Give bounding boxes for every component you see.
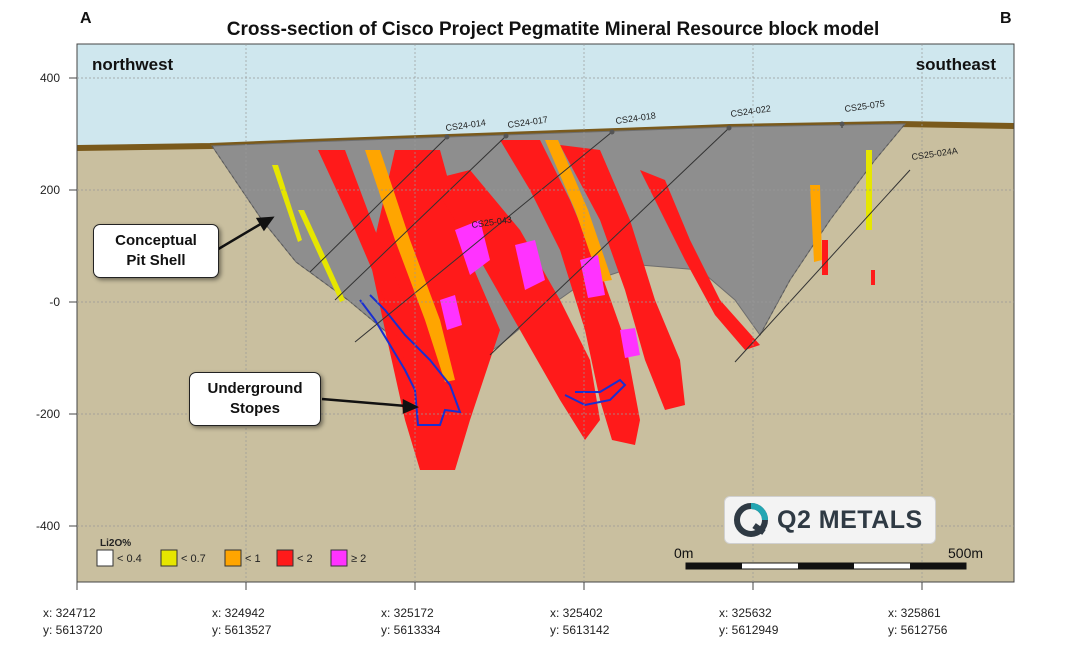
section-end-a: A — [80, 10, 92, 27]
coordinate-y-label: y: 5612756 — [888, 623, 948, 637]
elevation-axis: 400 200 -0 -200 -400 — [36, 71, 60, 533]
resource-blocks — [272, 140, 875, 470]
high-grade-zone — [620, 328, 640, 358]
legend-swatch — [224, 549, 242, 567]
logo-text: Q2 METALS — [777, 505, 923, 534]
high-grade-zone — [440, 295, 462, 330]
elevation-tick-label: 200 — [40, 183, 60, 197]
coordinate-y-label: y: 5613142 — [550, 623, 610, 637]
page-title: Cross-section of Cisco Project Pegmatite… — [227, 19, 880, 40]
elevation-tick-label: 400 — [40, 71, 60, 85]
legend-label: < 0.4 — [117, 553, 142, 565]
coordinate-y-label: y: 5613720 — [43, 623, 103, 637]
legend-title: Li2O% — [100, 538, 131, 549]
coordinate-tick-marks — [76, 582, 923, 590]
pegmatite-lens — [871, 270, 875, 285]
pegmatite-lens — [810, 185, 822, 262]
callout-arrows — [209, 216, 420, 414]
high-grade-zone — [580, 255, 605, 298]
pegmatite-lens — [318, 150, 420, 362]
section-end-b: B — [1000, 10, 1012, 27]
direction-northwest: northwest — [92, 55, 174, 74]
high-grade-zone — [455, 220, 490, 275]
scale-bar-end: 500m — [948, 545, 983, 561]
coordinate-x-label: x: 325172 — [381, 606, 434, 620]
plot-frame — [76, 43, 1015, 583]
q2-logo-icon — [734, 503, 768, 537]
drillhole-trace — [354, 131, 613, 343]
stope-outline — [564, 378, 627, 407]
callout-line: Underground — [207, 380, 303, 397]
drillhole-trace — [334, 135, 507, 301]
coordinate-x-label: x: 325861 — [888, 606, 941, 620]
pit-wall-steps-east — [759, 123, 906, 336]
coordinate-x-label: x: 324712 — [43, 606, 96, 620]
elevation-tick-label: -0 — [49, 295, 60, 309]
coordinate-y-label: y: 5613527 — [212, 623, 272, 637]
drillhole-trace — [309, 136, 448, 273]
collar-markers — [444, 121, 845, 140]
stope-outline — [359, 294, 462, 426]
drillhole-traces — [309, 124, 911, 363]
legend-label: ≥ 2 — [351, 553, 366, 565]
direction-southeast: southeast — [916, 55, 997, 74]
coordinate-y-label: y: 5613334 — [381, 623, 441, 637]
scale-bar: 0m 500m — [674, 545, 983, 570]
pegmatite-lens — [640, 170, 760, 350]
elevation-tick-marks — [69, 77, 77, 527]
pit-shell-callout: Conceptual Pit Shell — [93, 224, 219, 278]
legend-label: < 0.7 — [181, 553, 206, 565]
legend-swatch — [276, 549, 294, 567]
legend-swatch — [96, 549, 114, 567]
legend-swatch — [160, 549, 178, 567]
pegmatite-lens — [500, 140, 640, 445]
callout-line: Pit Shell — [126, 252, 186, 269]
stopes-callout: Underground Stopes — [189, 372, 321, 426]
coordinate-x-label: x: 325402 — [550, 606, 603, 620]
legend-label: < 2 — [297, 553, 313, 565]
pegmatite-lens — [365, 150, 455, 382]
legend-swatch — [330, 549, 348, 567]
legend-label: < 1 — [245, 553, 261, 565]
pegmatite-lens — [560, 145, 685, 410]
scale-bar-start: 0m — [674, 545, 693, 561]
pegmatite-lens — [272, 165, 302, 242]
pegmatite-lens — [545, 140, 612, 282]
elevation-tick-label: -200 — [36, 407, 60, 421]
coordinate-axis: x: 324712 y: 5613720 x: 324942 y: 561352… — [43, 606, 948, 637]
callout-line: Conceptual — [115, 232, 197, 249]
elevation-tick-label: -400 — [36, 519, 60, 533]
high-grade-zone — [515, 240, 545, 290]
pegmatite-lens — [822, 240, 828, 275]
coordinate-x-label: x: 324942 — [212, 606, 265, 620]
callout-line: Stopes — [229, 400, 280, 417]
pegmatite-lens — [298, 210, 345, 302]
drillhole-trace — [489, 127, 730, 356]
company-logo: Q2 METALS — [724, 496, 936, 544]
legend: Li2O% < 0.4 < 0.7 < 1 < 2 ≥ 2 — [96, 538, 366, 567]
coordinate-x-label: x: 325632 — [719, 606, 772, 620]
drillhole-trace — [734, 169, 911, 363]
coordinate-y-label: y: 5612949 — [719, 623, 779, 637]
